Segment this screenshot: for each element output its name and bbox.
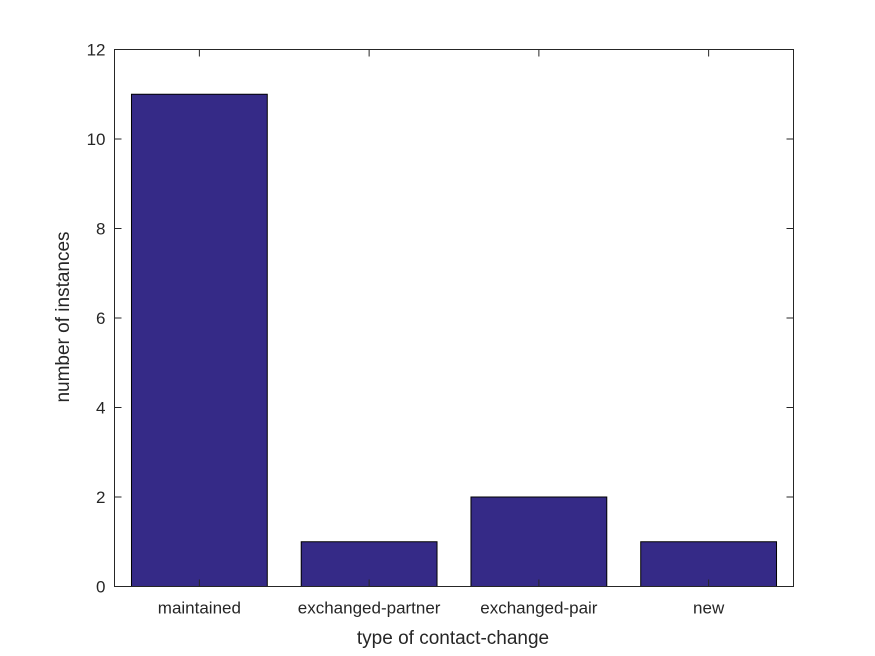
y-tick-label: 0 [96,578,105,597]
y-axis: 0 2 4 6 8 10 12 [87,41,794,597]
x-tick-label: new [693,599,725,618]
y-tick-label: 10 [87,130,106,149]
x-axis: maintained exchanged-partner exchanged-pai… [158,49,725,618]
y-tick-label: 2 [96,488,105,507]
y-tick-label: 8 [96,220,105,239]
x-axis-label: type of contact-change [357,628,549,649]
bar-maintained [130,93,268,587]
y-tick-label: 12 [87,41,106,60]
bar-exchanged-pair [470,496,608,587]
x-tick-label: exchanged-partner [298,599,441,618]
y-axis-label: number of instances [53,231,74,402]
bar-exchanged-partner [300,541,438,587]
y-tick-label: 4 [96,399,105,418]
x-tick-label: maintained [158,599,241,618]
bar-new [640,541,778,587]
y-tick-label: 6 [96,309,105,328]
x-tick-label: exchanged-pair [480,599,598,618]
bars [130,93,778,587]
